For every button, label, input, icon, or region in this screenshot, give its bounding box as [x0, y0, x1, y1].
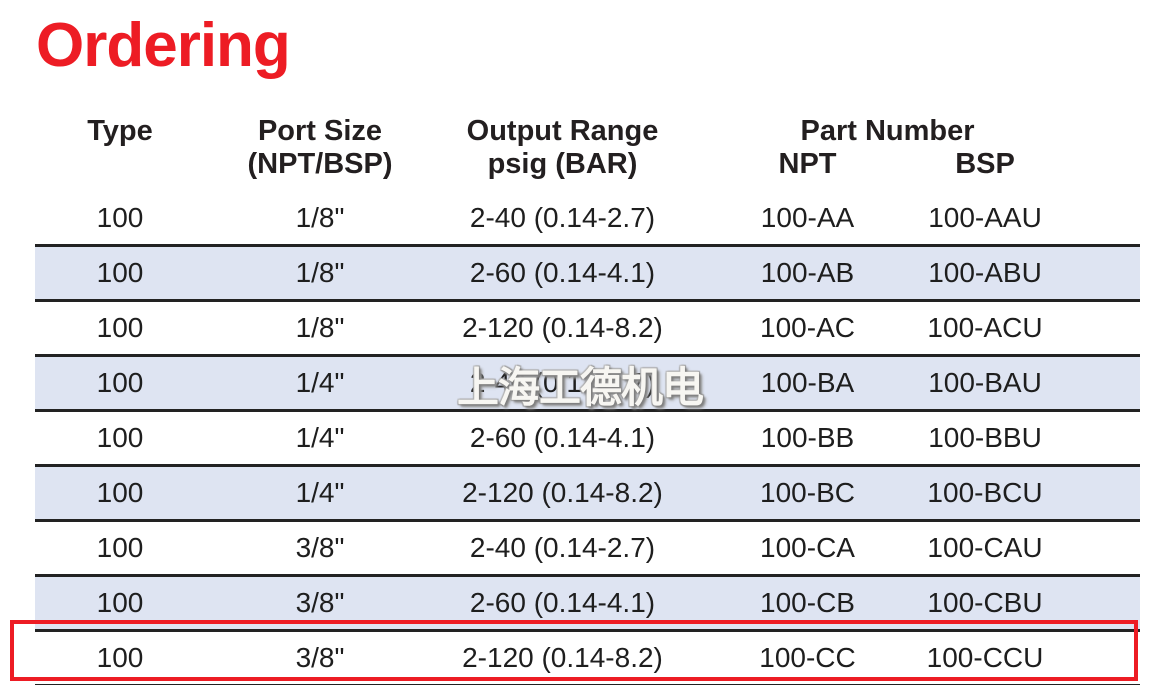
table-row: 100 1/4" 2-60 (0.14-4.1) 100-BB 100-BBU [35, 410, 1141, 466]
cell-npt: 100-AC [760, 312, 855, 343]
cell-output-range: 2-120 (0.14-8.2) [462, 312, 663, 343]
cell-type: 100 [96, 642, 144, 673]
cell-type: 100 [96, 422, 144, 453]
ordering-table: Type Port Size Output Range Part Number … [35, 104, 1141, 685]
col-header-output-range: Output Range [466, 115, 659, 147]
ordering-table-header: Type Port Size Output Range Part Number … [35, 104, 1140, 192]
table-row: 100 3/8" 2-40 (0.14-2.7) 100-CA 100-CAU [35, 520, 1141, 576]
cell-port-size: 3/8" [295, 532, 345, 563]
cell-output-range: 2-40 (0.14-2.7) [469, 202, 656, 233]
cell-port-size: 3/8" [295, 642, 345, 673]
table-row: 100 1/4" 2-40 (0.14-2.7) 100-BA 100-BAU [35, 355, 1141, 411]
col-header-port-size: Port Size [257, 115, 383, 147]
ordering-table-body: 100 1/8" 2-40 (0.14-2.7) 100-AA 100-AAU 100 1/… [35, 192, 1141, 685]
table-row: 100 1/8" 2-120 (0.14-8.2) 100-AC 100-ACU [35, 300, 1141, 356]
header-row-1: Type Port Size Output Range Part Number [35, 104, 1140, 148]
cell-bsp: 100-BAU [928, 367, 1042, 398]
cell-npt: 100-BC [760, 477, 855, 508]
col-header-bsp: BSP [955, 148, 1015, 180]
table-row: 100 1/8" 2-60 (0.14-4.1) 100-AB 100-ABU [35, 245, 1141, 301]
cell-spacer [1045, 466, 1140, 521]
cell-spacer [1045, 301, 1140, 356]
cell-bsp: 100-ABU [928, 257, 1042, 288]
cell-port-size: 1/8" [295, 312, 345, 343]
cell-npt: 100-CB [760, 587, 855, 618]
col-header-spacer-sub [1045, 148, 1140, 192]
col-header-type-sub [35, 148, 205, 192]
cell-port-size: 1/4" [295, 422, 345, 453]
cell-bsp: 100-AAU [928, 202, 1042, 233]
cell-spacer [1045, 246, 1140, 301]
cell-type: 100 [96, 587, 144, 618]
cell-bsp: 100-BBU [928, 422, 1042, 453]
cell-npt: 100-CC [759, 642, 856, 673]
table-row: 100 1/8" 2-40 (0.14-2.7) 100-AA 100-AAU [35, 192, 1140, 246]
cell-spacer [1045, 576, 1140, 631]
cell-bsp: 100-ACU [927, 312, 1043, 343]
cell-bsp: 100-CBU [927, 587, 1043, 618]
cell-port-size: 1/4" [295, 477, 345, 508]
cell-output-range: 2-120 (0.14-8.2) [462, 642, 663, 673]
cell-type: 100 [96, 202, 144, 233]
cell-bsp: 100-BCU [927, 477, 1043, 508]
cell-type: 100 [96, 257, 144, 288]
cell-bsp: 100-CAU [927, 532, 1043, 563]
cell-output-range: 2-40 (0.14-2.7) [469, 367, 656, 398]
col-header-spacer [1045, 104, 1140, 148]
cell-spacer [1045, 411, 1140, 466]
cell-type: 100 [96, 532, 144, 563]
cell-npt: 100-BA [760, 367, 855, 398]
cell-bsp: 100-CCU [926, 642, 1044, 673]
cell-port-size: 1/8" [295, 257, 345, 288]
col-header-npt: NPT [778, 148, 837, 180]
cell-spacer [1045, 631, 1140, 685]
cell-port-size: 1/8" [295, 202, 345, 233]
cell-spacer [1045, 521, 1140, 576]
table-row: 100 3/8" 2-120 (0.14-8.2) 100-CC 100-CCU [35, 630, 1141, 685]
cell-npt: 100-CA [760, 532, 855, 563]
cell-npt: 100-BB [760, 422, 855, 453]
col-header-part-number: Part Number [800, 115, 975, 147]
cell-output-range: 2-60 (0.14-4.1) [469, 587, 656, 618]
cell-output-range: 2-120 (0.14-8.2) [462, 477, 663, 508]
col-header-output-range-sub: psig (BAR) [487, 148, 638, 180]
header-row-2: (NPT/BSP) psig (BAR) NPT BSP [35, 148, 1140, 192]
col-header-type: Type [87, 115, 153, 147]
cell-spacer [1045, 192, 1140, 246]
cell-output-range: 2-60 (0.14-4.1) [469, 257, 656, 288]
col-header-port-size-sub: (NPT/BSP) [247, 148, 393, 180]
cell-npt: 100-AB [760, 257, 855, 288]
table-row: 100 1/4" 2-120 (0.14-8.2) 100-BC 100-BCU [35, 465, 1141, 521]
cell-npt: 100-AA [760, 202, 855, 233]
cell-type: 100 [96, 367, 144, 398]
table-row: 100 3/8" 2-60 (0.14-4.1) 100-CB 100-CBU [35, 575, 1141, 631]
page-title: Ordering [36, 11, 291, 80]
cell-type: 100 [96, 477, 144, 508]
cell-output-range: 2-40 (0.14-2.7) [469, 532, 656, 563]
cell-port-size: 1/4" [295, 367, 345, 398]
cell-type: 100 [96, 312, 144, 343]
cell-port-size: 3/8" [295, 587, 345, 618]
cell-output-range: 2-60 (0.14-4.1) [469, 422, 656, 453]
cell-spacer [1045, 356, 1140, 411]
